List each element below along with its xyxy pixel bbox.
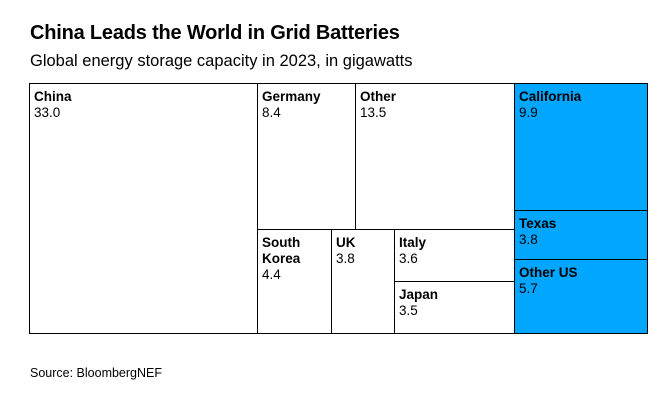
treemap-cell-south-korea: South Korea 4.4 — [257, 229, 332, 334]
cell-value: 3.5 — [399, 303, 418, 318]
chart-subtitle: Global energy storage capacity in 2023, … — [30, 52, 413, 70]
treemap-cell-texas: Texas 3.8 — [514, 210, 648, 260]
cell-label: Other US 5.7 — [519, 265, 578, 296]
cell-label: South Korea 4.4 — [262, 235, 301, 282]
cell-label: California 9.9 — [519, 89, 582, 120]
chart-title: China Leads the World in Grid Batteries — [30, 22, 400, 44]
treemap-cell-other: Other 13.5 — [355, 83, 515, 230]
cell-value: 3.8 — [336, 251, 355, 266]
cell-value: 8.4 — [262, 105, 281, 120]
cell-label: Germany 8.4 — [262, 89, 321, 120]
cell-label: Other 13.5 — [360, 89, 397, 120]
cell-label: China 33.0 — [34, 89, 72, 120]
treemap-cell-california: California 9.9 — [514, 83, 648, 211]
cell-label: Italy 3.6 — [399, 235, 427, 266]
cell-value: 33.0 — [34, 105, 61, 120]
cell-value: 3.6 — [399, 251, 418, 266]
chart-source: Source: BloombergNEF — [30, 366, 163, 380]
cell-label: UK 3.8 — [336, 235, 356, 266]
treemap-cell-japan: Japan 3.5 — [394, 281, 515, 334]
treemap-cell-uk: UK 3.8 — [331, 229, 395, 334]
treemap-cell-italy: Italy 3.6 — [394, 229, 515, 282]
cell-value: 13.5 — [360, 105, 387, 120]
cell-label: Japan 3.5 — [399, 287, 439, 318]
cell-value: 5.7 — [519, 281, 538, 296]
cell-value: 9.9 — [519, 105, 538, 120]
treemap-cell-germany: Germany 8.4 — [257, 83, 356, 230]
cell-label: Texas 3.8 — [519, 216, 557, 247]
treemap-cell-other-us: Other US 5.7 — [514, 259, 648, 334]
treemap-cell-china: China 33.0 — [29, 83, 258, 334]
cell-value: 3.8 — [519, 232, 538, 247]
cell-value: 4.4 — [262, 267, 281, 282]
